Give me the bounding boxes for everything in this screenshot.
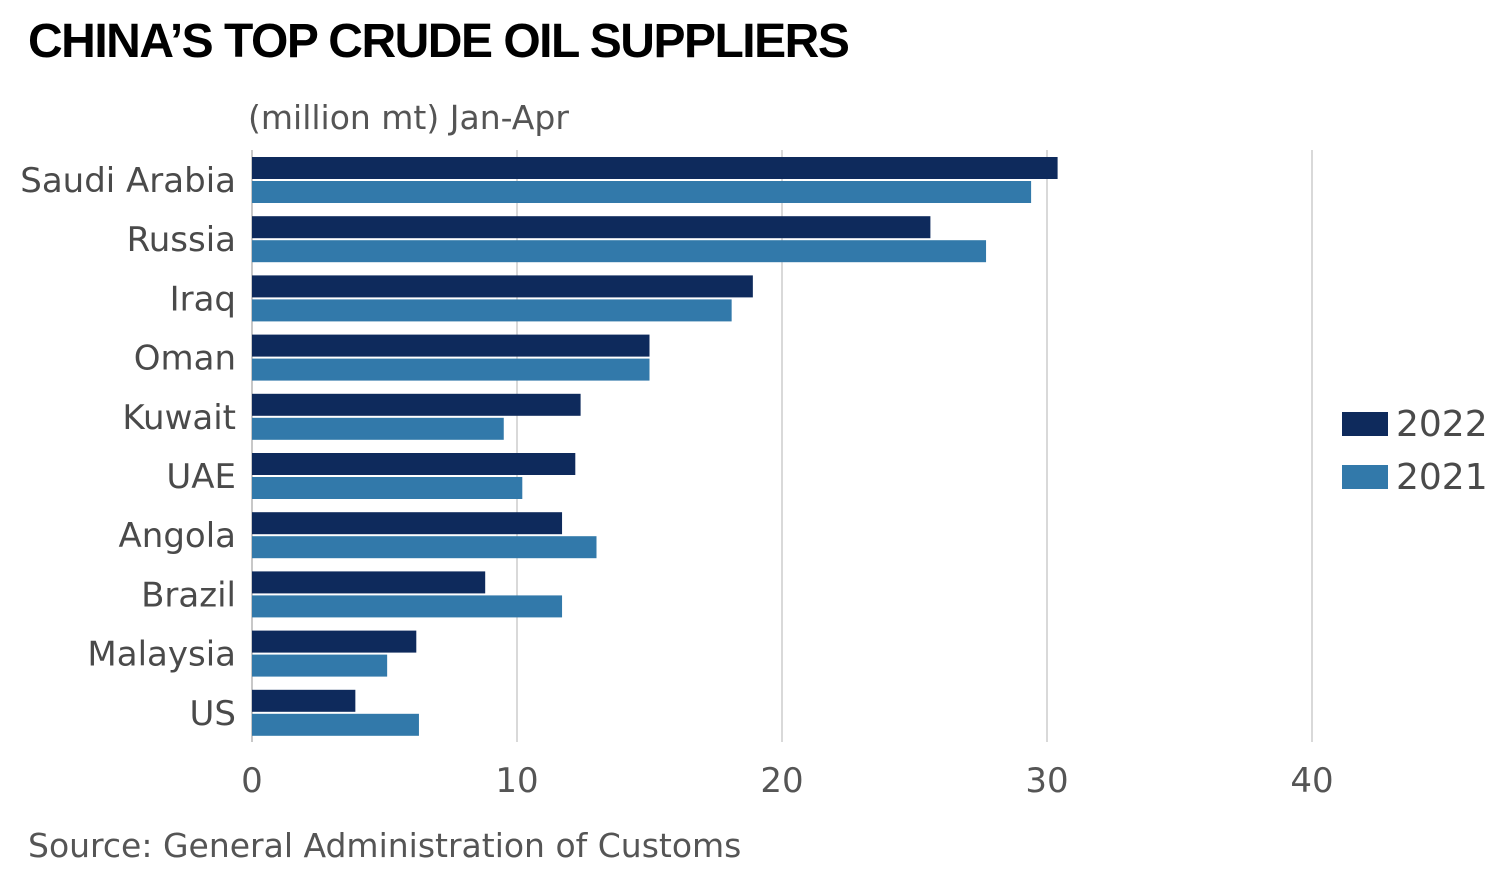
bar-uae-2021 (252, 477, 523, 499)
bar-malaysia-2021 (252, 654, 388, 677)
bar-brazil-2022 (252, 571, 486, 594)
bar-us-2022 (252, 689, 356, 712)
legend-swatch-2022 (1342, 412, 1388, 436)
bars (252, 157, 1058, 736)
legend-swatch-2021 (1342, 465, 1388, 489)
legend: 2022 2021 (1342, 404, 1488, 498)
bar-russia-2022 (252, 216, 931, 239)
category-label-uae: UAE (166, 457, 236, 497)
bar-kuwait-2021 (252, 417, 504, 440)
category-label-saudi-arabia: Saudi Arabia (20, 161, 236, 201)
bar-oman-2021 (252, 358, 650, 381)
x-tick-label-30: 30 (1025, 761, 1068, 801)
category-label-angola: Angola (119, 516, 236, 556)
gridlines (251, 150, 1313, 742)
legend-label-2021: 2021 (1396, 457, 1488, 498)
category-label-malaysia: Malaysia (87, 635, 236, 675)
category-labels: Saudi Arabia Russia Iraq Oman Kuwait UAE Angol… (20, 161, 236, 734)
bar-angola-2022 (252, 512, 563, 535)
bar-kuwait-2022 (252, 393, 581, 416)
bar-saudi-arabia-2022 (252, 157, 1058, 179)
bar-iraq-2022 (252, 275, 753, 298)
category-label-oman: Oman (134, 339, 236, 379)
bar-uae-2022 (252, 453, 576, 475)
bar-malaysia-2022 (252, 630, 417, 653)
legend-label-2022: 2022 (1396, 404, 1488, 445)
x-tick-label-0: 0 (241, 761, 263, 801)
bar-angola-2021 (252, 536, 597, 559)
category-label-russia: Russia (127, 220, 236, 260)
x-axis-tick-labels: 0 10 20 30 40 (241, 761, 1333, 801)
category-label-us: US (190, 694, 236, 734)
bar-us-2021 (252, 713, 419, 736)
category-label-kuwait: Kuwait (122, 398, 236, 438)
bar-russia-2021 (252, 240, 987, 263)
x-tick-label-40: 40 (1290, 761, 1333, 801)
x-tick-label-10: 10 (495, 761, 538, 801)
source-note: Source: General Administration of Custom… (28, 826, 742, 865)
bar-iraq-2021 (252, 299, 732, 322)
category-label-brazil: Brazil (141, 575, 236, 615)
bar-oman-2022 (252, 334, 650, 357)
category-label-iraq: Iraq (170, 279, 236, 319)
bar-saudi-arabia-2021 (252, 181, 1032, 203)
chart-title: CHINA’S TOP CRUDE OIL SUPPLIERS (28, 15, 850, 68)
bar-brazil-2021 (252, 595, 563, 618)
x-tick-label-20: 20 (760, 761, 803, 801)
chart-subtitle: (million mt) Jan-Apr (248, 98, 569, 137)
